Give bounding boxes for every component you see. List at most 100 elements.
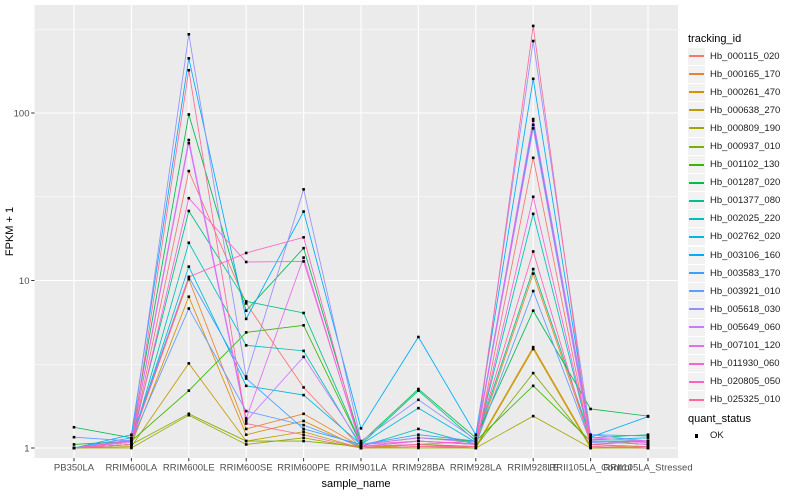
legend-entry: Hb_001102_130 (688, 156, 800, 174)
data-point (187, 413, 191, 417)
data-point (302, 423, 305, 427)
data-point (72, 435, 76, 439)
data-point (417, 427, 420, 431)
data-point (302, 324, 305, 327)
data-point (187, 57, 191, 60)
legend-key-swatch (688, 337, 705, 355)
legend-entry-label: Hb_002762_020 (710, 231, 781, 243)
data-point (302, 260, 305, 263)
legend-entry: Hb_000809_190 (688, 119, 800, 137)
data-point (187, 412, 191, 416)
legend-line-icon (689, 199, 704, 202)
legend-entry: Hb_003583_170 (688, 264, 800, 282)
data-point (302, 430, 305, 434)
data-point (244, 377, 248, 380)
legend-entry: Hb_000165_170 (688, 65, 800, 83)
data-point (130, 436, 133, 440)
legend-key-swatch (688, 156, 705, 174)
legend-line-icon (689, 362, 704, 365)
data-point (417, 406, 420, 410)
x-tick-label: RRIM600SE (220, 463, 273, 474)
legend-entry-label: Hb_003921_010 (710, 285, 781, 297)
data-point (302, 349, 305, 353)
x-tick-label: RRIM928LA (450, 463, 502, 474)
legend-entry-label: Hb_025325_010 (710, 394, 781, 406)
data-point (302, 236, 305, 239)
x-tick-label: RRIM928BA (392, 463, 445, 474)
legend-entry: Hb_011930_060 (688, 355, 800, 373)
data-point (359, 446, 363, 450)
data-point (531, 123, 535, 127)
data-point (187, 68, 191, 72)
quant-status-legend-title: quant_status (688, 412, 751, 425)
data-point (474, 443, 478, 446)
legend-key-swatch (688, 65, 705, 83)
quant-legend-label: OK (710, 430, 724, 442)
legend-key-swatch (688, 246, 705, 264)
legend-entry-label: Hb_007101_120 (710, 340, 781, 352)
legend-key-swatch (688, 391, 705, 409)
data-point (531, 212, 535, 216)
data-point (187, 307, 191, 310)
data-point (417, 335, 420, 339)
data-point (72, 425, 76, 429)
legend-entry: Hb_005649_060 (688, 318, 800, 336)
y-tick-label: 100 (14, 108, 30, 119)
data-point (302, 393, 305, 397)
legend-line-icon (689, 380, 704, 383)
legend-line-icon (689, 91, 704, 94)
legend-line-icon (689, 181, 704, 184)
legend-line-icon (689, 217, 704, 220)
legend-key-swatch (688, 174, 705, 192)
data-point (302, 433, 305, 437)
data-point (302, 427, 305, 431)
data-point (417, 446, 420, 450)
data-point (474, 445, 478, 448)
quant-legend-entry: OK (688, 427, 800, 445)
x-tick-label: RRIM600LE (163, 463, 215, 474)
data-point (646, 441, 650, 444)
quant-status-legend-entries: OK (688, 427, 800, 445)
data-point (302, 188, 305, 191)
data-point (187, 275, 191, 279)
legend-entry-label: Hb_003106_160 (710, 249, 781, 261)
data-point (359, 443, 363, 446)
data-point (417, 443, 420, 446)
legend-line-icon (689, 272, 704, 275)
data-point (302, 386, 305, 389)
data-point (474, 439, 478, 443)
quant-legend-key (688, 427, 705, 444)
data-point (531, 371, 535, 375)
data-point (589, 446, 592, 450)
x-axis-title: sample_name (321, 478, 390, 490)
data-point (244, 300, 248, 303)
legend-entry-label: Hb_005618_030 (710, 303, 781, 315)
data-point (531, 195, 535, 199)
data-point (646, 415, 650, 418)
legend-key-swatch (688, 47, 705, 65)
x-tick-label: RRIM600LA (106, 463, 158, 474)
data-point (187, 209, 191, 213)
data-point (244, 439, 248, 443)
legend-key-swatch (688, 83, 705, 101)
data-point (244, 409, 248, 413)
data-point (531, 250, 535, 253)
x-tick-label: RRIM901LA (335, 463, 387, 474)
data-point (72, 443, 76, 446)
legend-key-swatch (688, 101, 705, 119)
data-point (531, 24, 535, 28)
data-point (531, 127, 535, 130)
legend-entry: Hb_000115_020 (688, 47, 800, 65)
legend-entry: Hb_001377_080 (688, 192, 800, 210)
data-point (646, 446, 650, 450)
data-point (302, 210, 305, 213)
y-tick-label: 10 (19, 276, 30, 287)
legend-panel: tracking_id Hb_000115_020 Hb_000165_170 Hb… (688, 33, 800, 445)
data-point (244, 331, 248, 334)
data-point (359, 445, 363, 448)
data-point (474, 446, 478, 450)
data-point (244, 427, 248, 431)
legend-entry-label: Hb_003583_170 (710, 267, 781, 279)
data-point (474, 438, 478, 442)
